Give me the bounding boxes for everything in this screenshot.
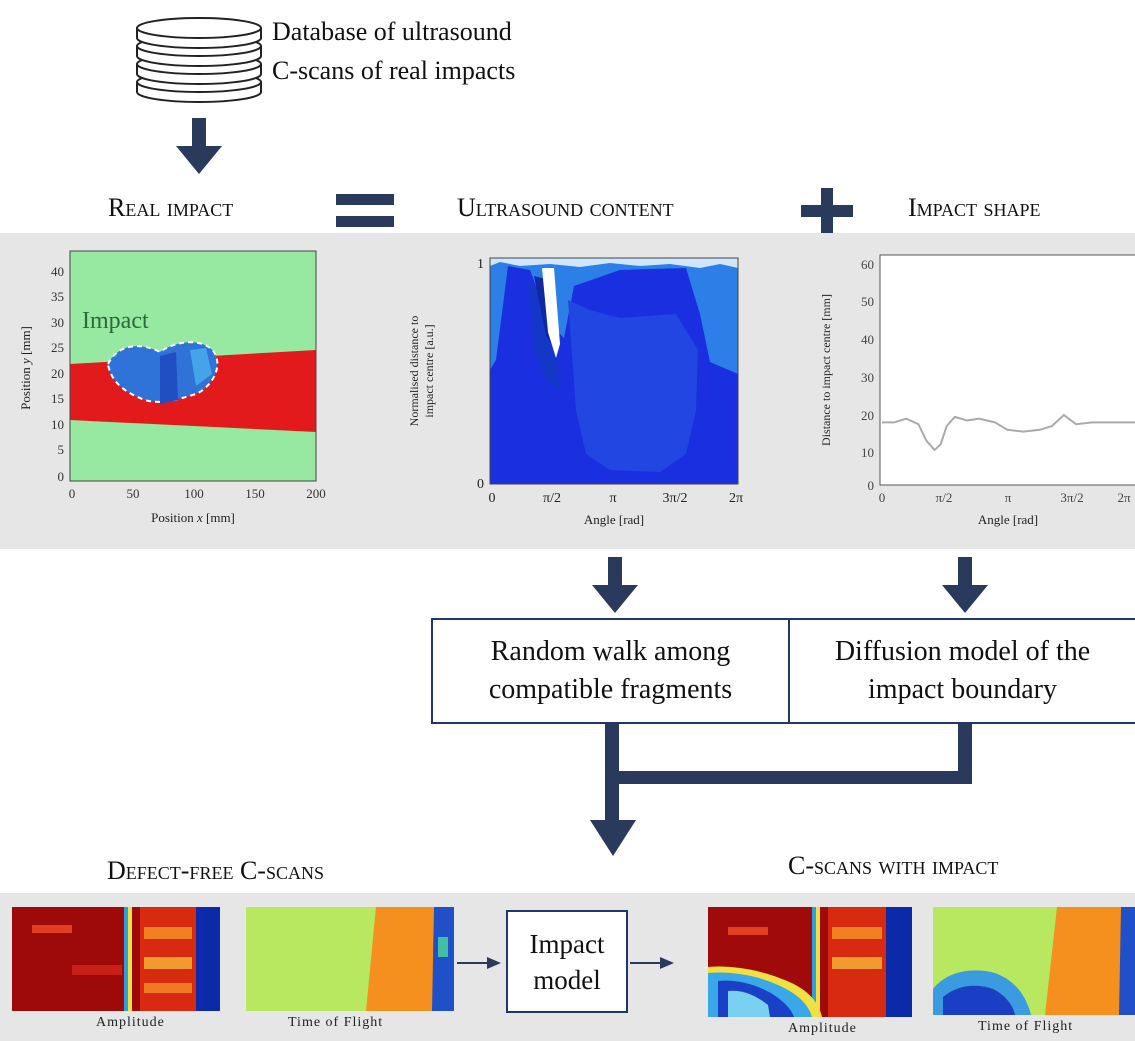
header-ultrasound-content: Ultrasound content xyxy=(457,193,674,222)
xtick-label: 50 xyxy=(127,486,140,501)
defect-free-tof-image xyxy=(246,907,454,1011)
xtick-label: 100 xyxy=(184,486,204,501)
ytick-label: 0 xyxy=(58,469,65,484)
xtick-label: 0 xyxy=(879,490,886,505)
impact-shape-line xyxy=(882,413,1135,452)
database-icon xyxy=(133,10,265,106)
xtick-label: π xyxy=(609,491,616,506)
y-axis-label-line2: impact centre [a.u.] xyxy=(422,324,436,417)
x-axis-label: Angle [rad] xyxy=(584,512,644,527)
y-axis-label: Position y [mm] xyxy=(18,326,33,410)
impact-model-label: Impact model xyxy=(529,928,605,995)
y-axis-label: Distance to impact centre [mm] xyxy=(819,294,833,446)
plus-symbol xyxy=(801,188,853,234)
impact-tof-image xyxy=(933,907,1135,1015)
connector-line xyxy=(605,771,972,784)
ytick-label: 25 xyxy=(51,340,64,355)
impact-model-box: Impact model xyxy=(506,910,628,1013)
xtick-label: π/2 xyxy=(543,491,561,506)
header-impact-shape: Impact shape xyxy=(908,193,1041,222)
ytick-label: 5 xyxy=(58,442,65,457)
ytick-label: 50 xyxy=(861,294,874,309)
ytick-label: 30 xyxy=(861,370,874,385)
diffusion-model-label: Diffusion model of the impact boundary xyxy=(834,636,1091,705)
ytick-label: 1 xyxy=(477,257,484,272)
ultrasound-content-plot: 1 0 0 π/2 π 3π/2 2π Angle [rad] Normalis… xyxy=(400,240,760,540)
ytick-label: 60 xyxy=(861,257,874,272)
xtick-label: 0 xyxy=(69,486,76,501)
x-axis-label: Position x [mm] xyxy=(151,510,235,525)
ytick-label: 0 xyxy=(868,478,875,493)
ytick-label: 30 xyxy=(51,315,64,330)
defect-free-amplitude-image xyxy=(12,907,220,1011)
tof-caption: Time of Flight xyxy=(288,1015,384,1030)
amplitude-caption: Amplitude xyxy=(96,1015,165,1030)
defect-free-title: Defect-free C-scans xyxy=(107,856,324,885)
with-impact-title: C-scans with impact xyxy=(788,851,999,880)
arrow-down-icon xyxy=(940,557,990,615)
xtick-label: 200 xyxy=(306,486,326,501)
ytick-label: 40 xyxy=(861,332,874,347)
equals-symbol xyxy=(336,194,394,228)
ytick-label: 10 xyxy=(861,445,874,460)
ytick-label: 0 xyxy=(477,477,484,492)
xtick-label: π/2 xyxy=(936,490,953,505)
arrow-down-icon xyxy=(590,557,640,615)
random-walk-label: Random walk among compatible fragments xyxy=(488,636,733,705)
diffusion-model-box: Diffusion model of the impact boundary xyxy=(788,618,1135,724)
arrow-down-icon xyxy=(588,820,638,860)
ytick-label: 15 xyxy=(51,391,64,406)
ytick-label: 20 xyxy=(51,366,64,381)
header-real-impact: Real impact xyxy=(108,193,234,222)
xtick-label: π xyxy=(1005,490,1012,505)
xtick-label: 2π xyxy=(1117,490,1131,505)
x-axis-label: Angle [rad] xyxy=(978,512,1038,527)
database-label-line2: C-scans of real impacts xyxy=(272,56,516,85)
impact-annotation: Impact xyxy=(82,308,149,334)
xtick-label: 0 xyxy=(489,491,496,506)
arrow-down-icon xyxy=(174,118,224,176)
connector-line xyxy=(958,724,972,784)
ytick-label: 40 xyxy=(51,264,64,279)
xtick-label: 3π/2 xyxy=(1060,490,1083,505)
tof-caption: Time of Flight xyxy=(978,1019,1074,1034)
ytick-label: 10 xyxy=(51,417,64,432)
xtick-label: 150 xyxy=(245,486,265,501)
database-label-line1: Database of ultrasound xyxy=(272,17,512,46)
random-walk-box: Random walk among compatible fragments xyxy=(431,618,790,724)
ytick-label: 35 xyxy=(51,289,64,304)
impact-amplitude-image xyxy=(708,907,912,1017)
xtick-label: 3π/2 xyxy=(663,491,688,506)
impact-shape-plot: 60 50 40 30 20 10 0 0 π/2 π 3π/2 2π Angl… xyxy=(810,240,1135,540)
amplitude-caption: Amplitude xyxy=(788,1021,857,1036)
arrow-right-icon xyxy=(630,955,674,971)
ytick-label: 20 xyxy=(861,408,874,423)
arrow-right-icon xyxy=(457,955,501,971)
y-axis-label-line1: Normalised distance to xyxy=(407,316,421,427)
real-impact-plot: 40 35 30 25 20 15 10 5 0 0 50 100 150 20… xyxy=(0,240,340,540)
xtick-label: 2π xyxy=(729,491,743,506)
